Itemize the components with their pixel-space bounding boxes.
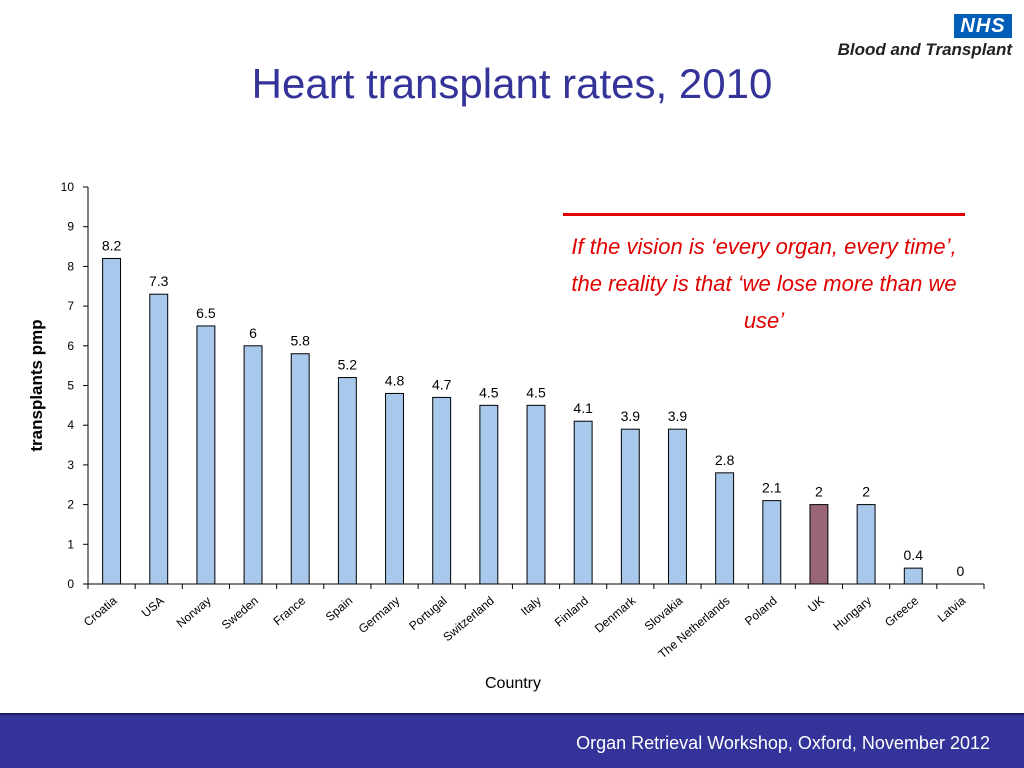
data-label: 4.8 [385, 372, 405, 388]
bar-chart: 0 1 2 3 4 5 6 7 8 9 10 8.2 7.3 6.5 6 5.8 5.2 4.8 4.7 4.5 4.… [27, 180, 985, 692]
data-labels: 8.2 7.3 6.5 6 5.8 5.2 4.8 4.7 4.5 4.5 4.1 3.9 3.9 2.8… [102, 237, 965, 579]
category-label: Greece [882, 593, 921, 629]
bar-the-netherlands [715, 472, 735, 585]
y-tick-label: 6 [67, 339, 74, 353]
bar-sweden [243, 345, 263, 585]
category-label: USA [139, 594, 167, 621]
bar-switzerland [479, 404, 499, 585]
y-tick-label: 7 [67, 299, 74, 313]
data-label: 6 [249, 325, 257, 341]
nhs-subtitle: Blood and Transplant [837, 40, 1012, 59]
data-label: 8.2 [102, 237, 122, 253]
bar-croatia [102, 257, 122, 585]
callout-rule [563, 213, 965, 216]
bar-poland [762, 500, 782, 585]
data-label: 5.8 [290, 333, 310, 349]
bar-finland [573, 420, 593, 585]
y-tick-label: 2 [67, 498, 74, 512]
category-label: UK [805, 594, 827, 615]
bars [102, 257, 923, 585]
data-label: 2 [815, 484, 823, 500]
category-label: Latvia [935, 593, 969, 625]
footer-bar: Organ Retrieval Workshop, Oxford, Novemb… [0, 713, 1024, 768]
data-label: 3.9 [668, 408, 688, 424]
bar-italy [526, 404, 546, 585]
footer-text: Organ Retrieval Workshop, Oxford, Novemb… [576, 733, 990, 753]
data-label: 4.7 [432, 376, 452, 392]
bar-hungary [856, 504, 876, 585]
bar-usa [149, 293, 169, 585]
category-label: Norway [174, 594, 214, 631]
data-label: 2.1 [762, 480, 782, 496]
bar-slovakia [668, 428, 687, 585]
x-axis [87, 583, 985, 589]
y-tick-label: 0 [67, 577, 74, 591]
category-label: Hungary [830, 594, 874, 634]
category-label: France [271, 593, 309, 628]
nhs-logo: NHS Blood and Transplant [812, 14, 1012, 64]
category-label: Italy [518, 594, 544, 619]
data-label: 5.2 [338, 357, 358, 373]
bar-greece [903, 567, 923, 585]
category-label: Germany [356, 594, 403, 636]
y-tick-label: 10 [61, 180, 75, 194]
category-label: Croatia [81, 593, 120, 629]
data-label: 3.9 [621, 408, 641, 424]
nhs-badge: NHS [954, 14, 1012, 38]
bar-uk [809, 504, 829, 585]
category-label: Spain [323, 594, 356, 624]
data-label: 4.5 [479, 384, 499, 400]
category-label: Sweden [219, 594, 261, 633]
bar-spain [337, 377, 357, 585]
y-tick-label: 5 [67, 379, 74, 393]
category-label: Switzerland [440, 594, 497, 645]
x-axis-title: Country [485, 675, 541, 692]
data-label: 0.4 [904, 547, 924, 563]
bar-denmark [620, 428, 640, 585]
slide-title: Heart transplant rates, 2010 [251, 60, 773, 107]
data-label: 2 [862, 484, 870, 500]
data-label: 4.5 [526, 384, 546, 400]
bar-portugal [432, 396, 452, 585]
data-label: 4.1 [573, 400, 593, 416]
y-axis-title: transplants pmp [27, 319, 46, 451]
y-tick-label: 4 [67, 418, 74, 432]
category-label: Poland [742, 594, 780, 629]
bar-france [290, 353, 310, 585]
y-tick-label: 8 [67, 259, 74, 273]
y-tick-label: 9 [67, 220, 74, 234]
bar-germany [385, 392, 404, 585]
data-label: 0 [957, 563, 965, 579]
category-labels: Croatia USA Norway Sweden France Spain Germany… [81, 593, 969, 661]
data-label: 7.3 [149, 273, 169, 289]
category-label: Slovakia [642, 593, 686, 633]
y-tick-label: 1 [67, 537, 74, 551]
y-tick-label: 3 [67, 458, 74, 472]
category-label: Finland [552, 594, 591, 630]
bar-norway [196, 325, 216, 585]
y-axis: 0 1 2 3 4 5 6 7 8 9 10 [61, 180, 89, 591]
category-label: Portugal [406, 594, 449, 633]
callout-text: If the vision is ‘every organ, every tim… [571, 234, 957, 333]
data-label: 2.8 [715, 452, 735, 468]
data-label: 6.5 [196, 305, 216, 321]
category-label: Denmark [592, 593, 639, 636]
